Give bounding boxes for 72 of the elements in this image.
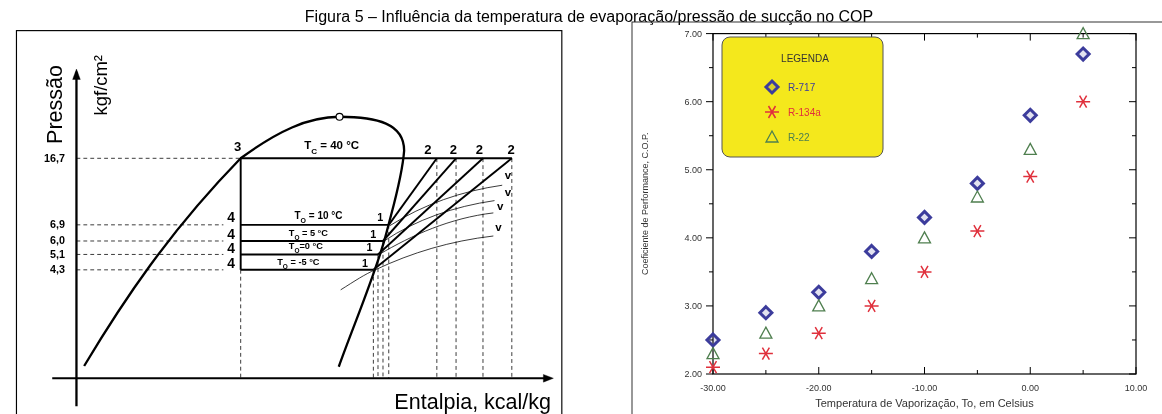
y-tick-label: 4.00: [684, 232, 702, 243]
text: 4: [227, 226, 236, 243]
point: [705, 332, 721, 348]
point: [758, 305, 774, 321]
point: [864, 243, 880, 259]
point: [917, 209, 932, 225]
x-tick-label: 10.00: [1124, 383, 1148, 393]
x-tick-label: -30.00: [700, 383, 726, 393]
point: [705, 360, 721, 374]
point: [917, 231, 932, 244]
point: [916, 265, 933, 279]
text: 4: [227, 254, 236, 271]
text: kgf/cm²: [90, 54, 112, 116]
text: 1: [366, 241, 373, 254]
point: [1022, 107, 1038, 123]
text: 4: [227, 208, 236, 225]
point: [759, 326, 773, 339]
text: 4: [227, 240, 236, 257]
text: T$_{O}$ = 10 °C: [294, 210, 343, 224]
point: [1022, 169, 1038, 184]
point: [1023, 142, 1037, 155]
text: 6,0: [49, 234, 65, 247]
point: [969, 175, 985, 191]
point: [811, 284, 827, 300]
text: 2: [449, 142, 457, 158]
y-tick-label: 2.00: [684, 369, 702, 379]
text: T$_{O}$=0 °C: [288, 241, 324, 254]
text: 5,1: [49, 247, 65, 260]
text: T$_{C}$ = 40 °C: [304, 138, 360, 156]
point: [706, 346, 720, 360]
point: [864, 272, 879, 285]
point: [1075, 94, 1091, 109]
text: v: [504, 185, 512, 198]
x-tick-label: -20.00: [805, 383, 832, 393]
text: Entalpia, kcal/kg: [394, 390, 552, 414]
text: v: [495, 221, 503, 234]
legend-label: R-134a: [788, 107, 822, 118]
x-tick-label: 0.00: [1021, 383, 1040, 393]
text: 2: [424, 142, 432, 158]
text: 3: [233, 138, 242, 154]
legend-title: LEGENDA: [781, 53, 830, 64]
point: [812, 299, 826, 312]
point: [969, 224, 986, 238]
text: 1: [361, 256, 368, 269]
x-axis-title: Temperatura de Vaporização, To, em Celsius: [815, 397, 1035, 409]
text: 2: [507, 142, 515, 158]
point: [970, 190, 985, 203]
y-axis-title: Coeficiente de Performance, C.O.P.: [640, 132, 650, 275]
text: Figura 5 – Influência da temperatura de evaporação/pressão de sucção no COP: [304, 8, 874, 25]
text: 6,9: [49, 218, 65, 231]
text: T$_{O}$ = -5 °C: [277, 256, 320, 270]
text: 16,7: [43, 151, 65, 164]
text: 1: [370, 227, 377, 240]
text: T$_{O}$ = 5 °C: [288, 227, 329, 241]
text: Pressão: [42, 64, 67, 144]
y-tick-label: 7.00: [684, 28, 702, 39]
point: [863, 299, 880, 313]
legend-label: R-22: [788, 132, 811, 143]
y-tick-label: 5.00: [684, 164, 702, 175]
point: [758, 346, 774, 361]
legend-label: R-717: [788, 82, 816, 93]
y-tick-label: 6.00: [684, 96, 702, 107]
text: 4,3: [49, 263, 65, 276]
text: 1: [377, 210, 384, 223]
point: [1076, 26, 1090, 40]
point: [811, 326, 827, 340]
text: 2: [475, 142, 484, 158]
point: [1075, 46, 1091, 62]
y-tick-label: 3.00: [684, 300, 702, 311]
text: v: [497, 200, 505, 213]
text: v: [504, 169, 512, 182]
x-tick-label: -10.00: [911, 383, 938, 393]
